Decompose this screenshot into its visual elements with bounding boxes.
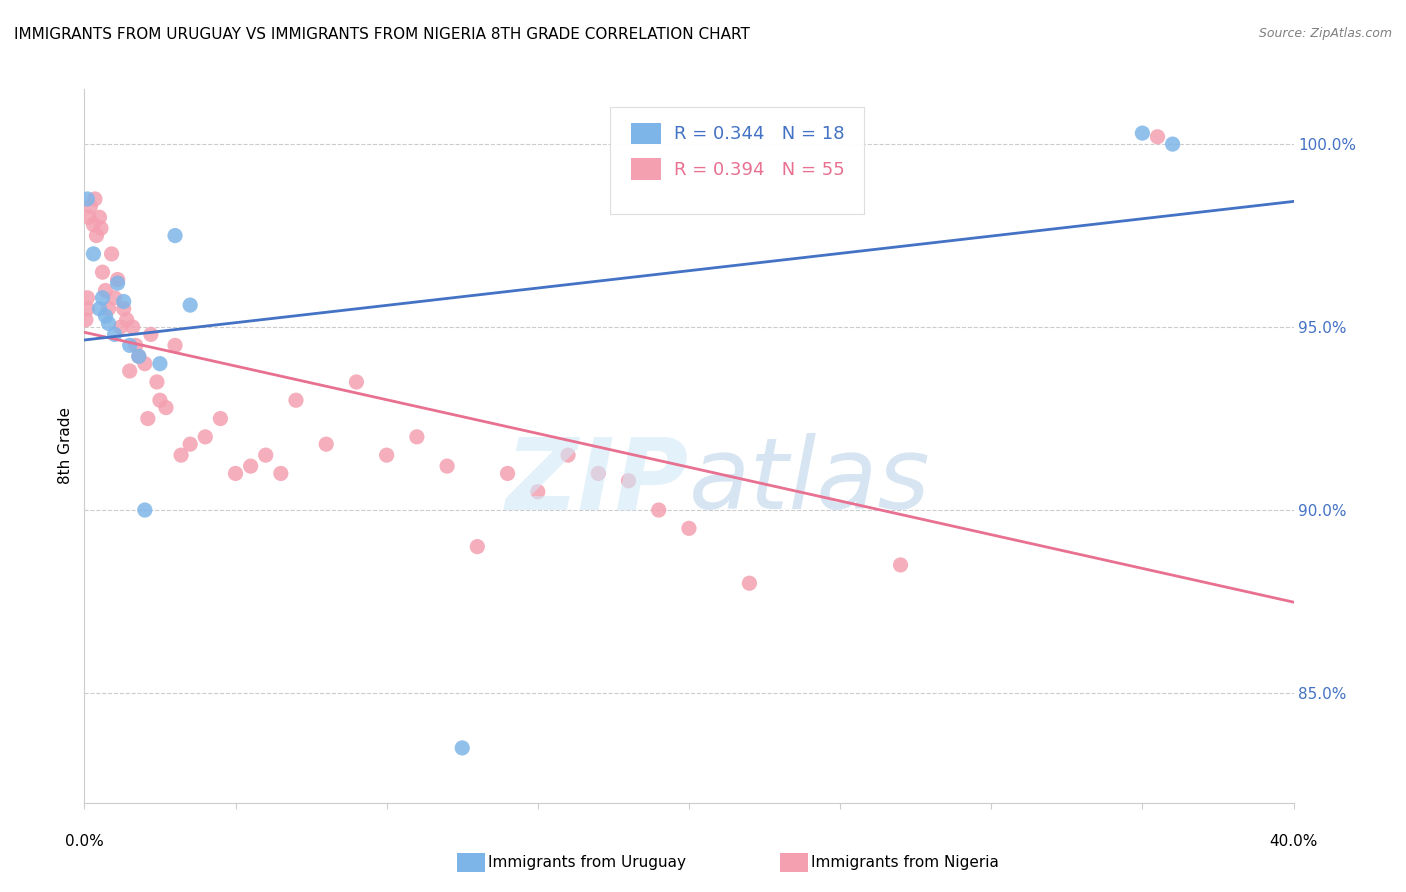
Point — [149, 393, 172, 408]
Point — [128, 349, 150, 363]
Point — [134, 503, 156, 517]
Point — [77, 211, 100, 225]
Text: atlas: atlas — [689, 434, 931, 530]
Point — [155, 401, 177, 415]
Point — [194, 430, 217, 444]
Point — [738, 576, 761, 591]
Point — [125, 338, 148, 352]
Y-axis label: 8th Grade: 8th Grade — [58, 408, 73, 484]
Point — [225, 467, 247, 481]
Point — [121, 320, 143, 334]
Point — [104, 327, 127, 342]
Point — [112, 294, 135, 309]
Point — [496, 467, 519, 481]
Point — [112, 301, 135, 316]
Text: Immigrants from Nigeria: Immigrants from Nigeria — [811, 855, 1000, 870]
Point — [588, 467, 610, 481]
Point — [209, 411, 232, 425]
Point — [557, 448, 579, 462]
Point — [1132, 126, 1154, 140]
Point — [97, 317, 120, 331]
Point — [270, 467, 292, 481]
Point — [89, 211, 111, 225]
Point — [285, 393, 308, 408]
Point — [406, 430, 429, 444]
Point — [107, 276, 129, 290]
Point — [467, 540, 489, 554]
Point — [527, 484, 550, 499]
Point — [94, 309, 117, 323]
Text: Source: ZipAtlas.com: Source: ZipAtlas.com — [1258, 27, 1392, 40]
Point — [104, 291, 127, 305]
Point — [89, 301, 111, 316]
Point — [84, 192, 107, 206]
FancyBboxPatch shape — [631, 159, 661, 180]
Point — [76, 291, 98, 305]
Point — [346, 375, 368, 389]
Point — [76, 301, 98, 316]
Point — [134, 357, 156, 371]
Point — [97, 301, 120, 316]
Point — [91, 291, 114, 305]
Point — [110, 320, 132, 334]
Point — [75, 312, 97, 326]
Point — [648, 503, 671, 517]
Point — [115, 312, 138, 326]
Point — [165, 228, 187, 243]
Point — [146, 375, 169, 389]
Point — [94, 284, 117, 298]
Point — [617, 474, 640, 488]
Point — [79, 199, 101, 213]
FancyBboxPatch shape — [610, 107, 865, 214]
Point — [118, 364, 141, 378]
Point — [90, 221, 112, 235]
Point — [254, 448, 277, 462]
Text: Immigrants from Uruguay: Immigrants from Uruguay — [488, 855, 686, 870]
Point — [315, 437, 337, 451]
Text: R = 0.344   N = 18: R = 0.344 N = 18 — [675, 125, 845, 143]
FancyBboxPatch shape — [631, 123, 661, 145]
Point — [678, 521, 700, 535]
Point — [239, 459, 262, 474]
Text: 40.0%: 40.0% — [1270, 834, 1317, 849]
Text: ZIP: ZIP — [506, 434, 689, 530]
Point — [1146, 129, 1168, 144]
Point — [76, 192, 98, 206]
Point — [128, 349, 150, 363]
Text: R = 0.394   N = 55: R = 0.394 N = 55 — [675, 161, 845, 178]
Point — [139, 327, 162, 342]
Text: IMMIGRANTS FROM URUGUAY VS IMMIGRANTS FROM NIGERIA 8TH GRADE CORRELATION CHART: IMMIGRANTS FROM URUGUAY VS IMMIGRANTS FR… — [14, 27, 749, 42]
Point — [118, 338, 141, 352]
Point — [82, 218, 104, 232]
Point — [107, 272, 129, 286]
Point — [165, 338, 187, 352]
Point — [179, 298, 201, 312]
Point — [436, 459, 458, 474]
Point — [100, 247, 122, 261]
Point — [91, 265, 114, 279]
Point — [375, 448, 398, 462]
Point — [1161, 137, 1184, 152]
Point — [82, 247, 104, 261]
Text: 0.0%: 0.0% — [65, 834, 104, 849]
Point — [451, 740, 474, 755]
Point — [179, 437, 201, 451]
Point — [86, 228, 108, 243]
Point — [170, 448, 193, 462]
Point — [149, 357, 172, 371]
Point — [890, 558, 912, 572]
Point — [136, 411, 159, 425]
